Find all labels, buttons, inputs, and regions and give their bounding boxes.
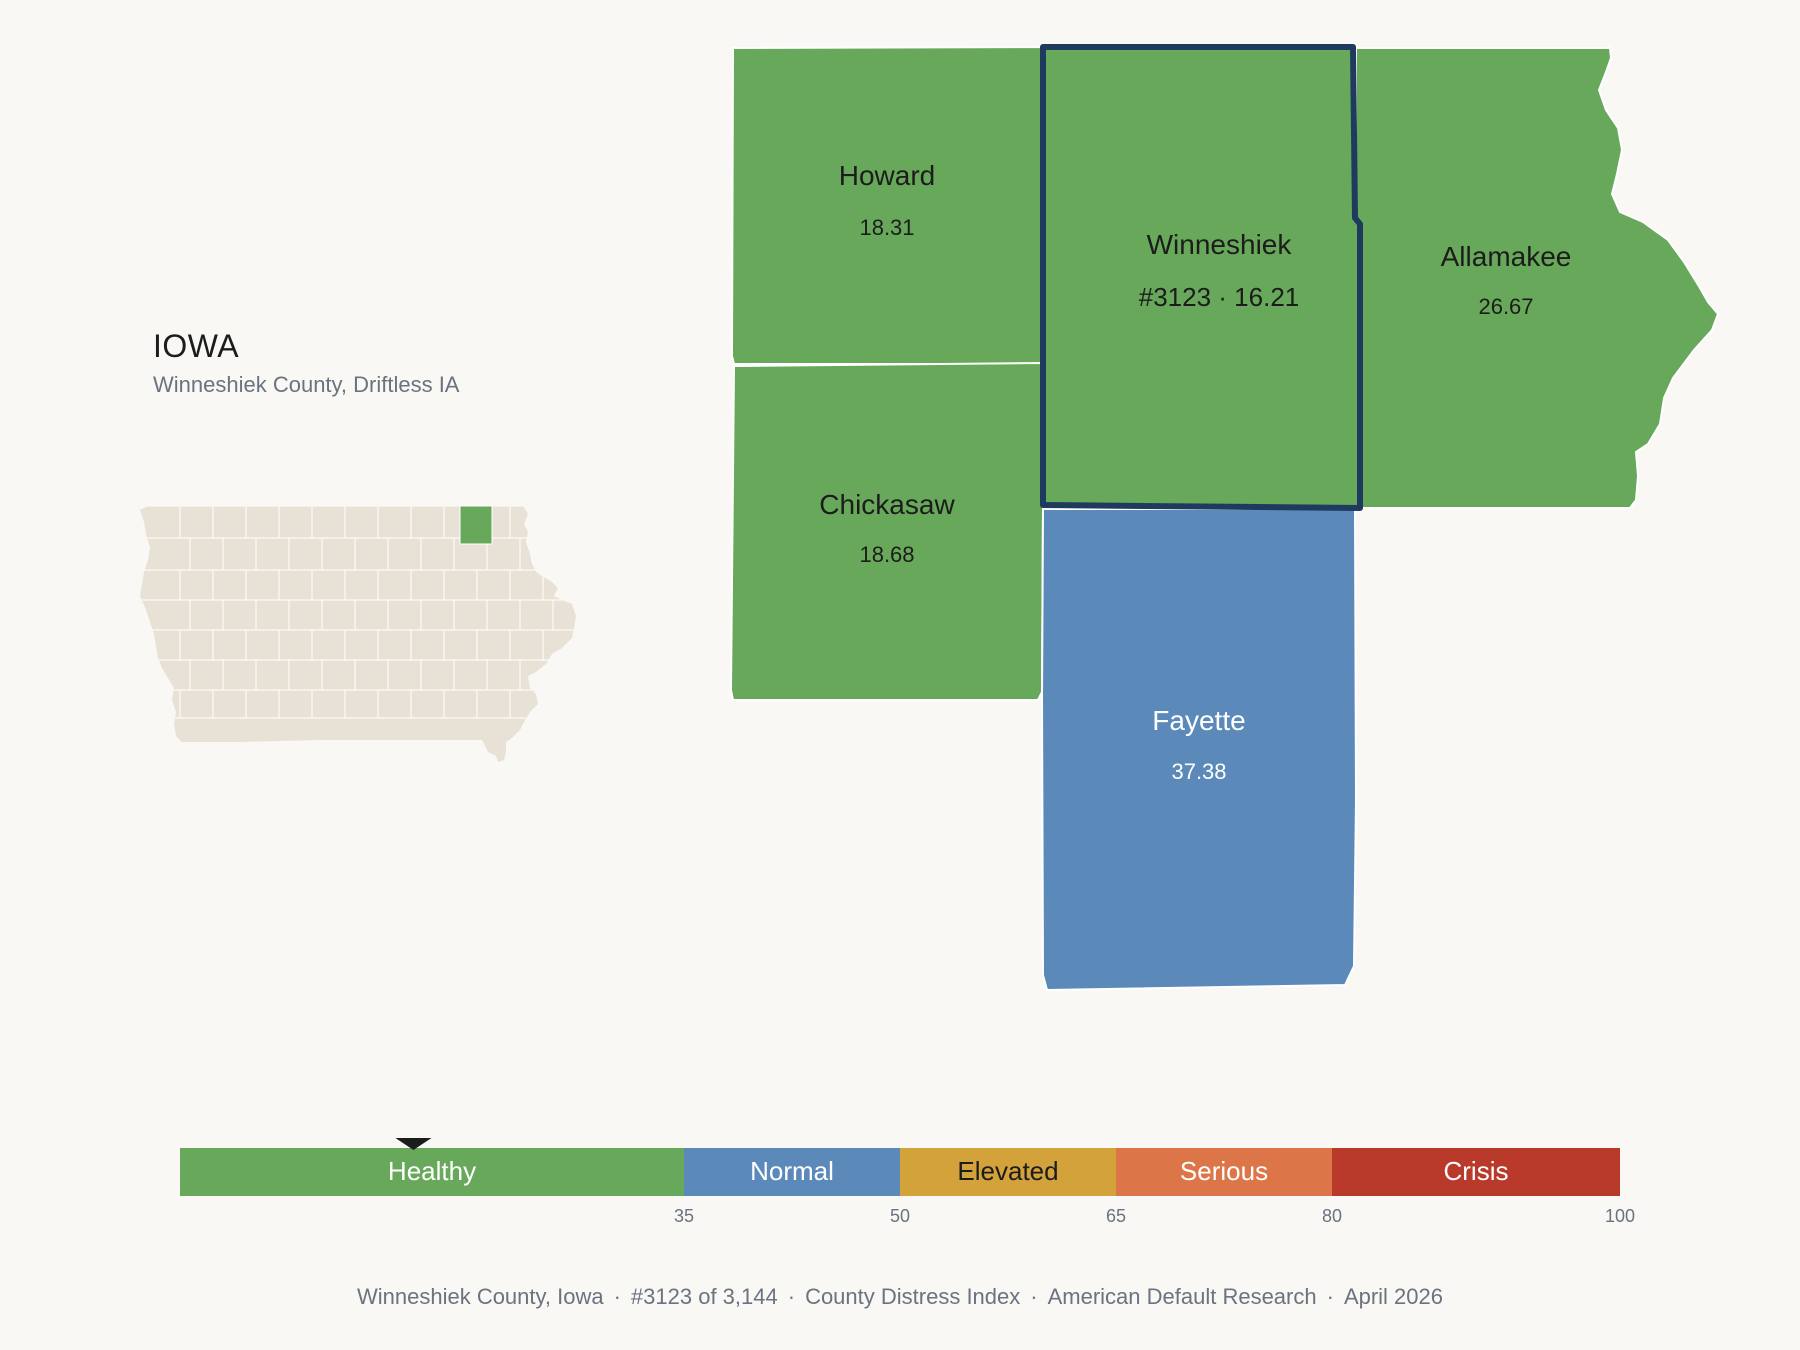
scale-band-normal <box>684 1148 900 1196</box>
scale-band-serious <box>1116 1148 1332 1196</box>
county-name-fayette: Fayette <box>1152 705 1245 736</box>
footer-item: #3123 of 3,144 <box>630 1284 778 1309</box>
scale-band-healthy <box>180 1148 684 1196</box>
footer-separator: · <box>1030 1284 1038 1309</box>
footer: Winneshiek County, Iowa · #3123 of 3,144 · C… <box>0 1284 1800 1310</box>
iowa-locator-map <box>140 505 576 762</box>
current-value-marker <box>395 1138 432 1150</box>
county-name-chickasaw: Chickasaw <box>819 489 955 520</box>
footer-separator: · <box>613 1284 621 1309</box>
distress-scale: Healthy Normal Elevated Serious Crisis 35 50 6… <box>180 1138 1635 1226</box>
county-value-chickasaw: 18.68 <box>859 542 914 567</box>
county-name-winneshiek: Winneshiek <box>1147 229 1293 260</box>
scale-band-elevated <box>900 1148 1116 1196</box>
footer-item: County Distress Index <box>805 1284 1021 1309</box>
county-fayette[interactable] <box>1040 508 1358 992</box>
locator-winneshiek <box>459 505 493 545</box>
footer-separator: · <box>787 1284 796 1309</box>
footer-item: Winneshiek County, Iowa <box>356 1284 604 1309</box>
county-allamakee[interactable] <box>1348 47 1720 509</box>
scale-band-label-normal: Normal <box>750 1156 834 1186</box>
scale-band-crisis <box>1332 1148 1620 1196</box>
iowa-county-grid <box>140 506 576 719</box>
scale-tick-label: 35 <box>674 1206 694 1226</box>
county-value-allamakee: 26.67 <box>1478 294 1533 319</box>
county-value-winneshiek: #3123 · 16.21 <box>1139 282 1299 312</box>
scale-band-label-crisis: Crisis <box>1444 1156 1509 1186</box>
scale-tick-label: 80 <box>1322 1206 1342 1226</box>
scale-band-label-healthy: Healthy <box>388 1156 476 1186</box>
scale-tick-label: 50 <box>890 1206 910 1226</box>
state-title: IOWA <box>153 328 240 364</box>
footer-item: American Default Research <box>1047 1284 1317 1309</box>
state-subtitle: Winneshiek County, Driftless IA <box>153 372 460 397</box>
footer-separator: · <box>1326 1284 1334 1309</box>
scale-band-label-elevated: Elevated <box>957 1156 1058 1186</box>
footer-item: April 2026 <box>1343 1284 1444 1309</box>
county-name-howard: Howard <box>839 160 935 191</box>
county-value-fayette: 37.38 <box>1171 759 1226 784</box>
scale-band-label-serious: Serious <box>1180 1156 1268 1186</box>
county-value-howard: 18.31 <box>859 215 914 240</box>
scale-tick-label: 65 <box>1106 1206 1126 1226</box>
scale-tick-label: 100 <box>1605 1206 1635 1226</box>
county-winneshiek[interactable] <box>1040 44 1363 511</box>
county-name-allamakee: Allamakee <box>1441 241 1572 272</box>
region-map: Howard 18.31 Winneshiek #3123 · 16.21 Allama… <box>729 44 1720 992</box>
